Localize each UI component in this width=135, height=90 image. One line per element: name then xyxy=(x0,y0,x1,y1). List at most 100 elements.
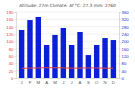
tick-label: 40 xyxy=(122,69,127,74)
tick: M xyxy=(53,78,57,85)
bar xyxy=(102,38,107,78)
tick-mark xyxy=(15,56,17,57)
tick-mark xyxy=(15,71,17,72)
tick: 120 xyxy=(6,32,16,37)
tick-label: A xyxy=(45,80,48,85)
tick: 140 xyxy=(6,25,16,30)
tick-mark xyxy=(15,27,17,28)
tick-label: F xyxy=(29,80,32,85)
tick-label: 200 xyxy=(122,39,130,44)
tick: 200 xyxy=(119,39,129,44)
bar xyxy=(44,45,49,78)
tick-label: 320 xyxy=(122,17,130,22)
tick: M xyxy=(37,78,41,85)
tick-mark xyxy=(119,56,121,57)
tick: 100 xyxy=(6,39,16,44)
tick-label: 60 xyxy=(9,54,14,59)
grid-line xyxy=(16,12,119,13)
tick-label: 280 xyxy=(122,25,130,30)
bar xyxy=(86,55,91,78)
line xyxy=(22,67,114,69)
tick-label: 360 xyxy=(122,10,130,15)
tick: J xyxy=(21,78,23,85)
x-axis: JFMAMJJASOND xyxy=(17,78,120,85)
tick-label: 160 xyxy=(122,47,130,52)
tick: A xyxy=(79,78,82,85)
tick: 40 xyxy=(9,61,16,66)
tick-label: 80 xyxy=(9,47,14,52)
tick: 180 xyxy=(6,10,16,15)
axis-line xyxy=(15,13,17,79)
tick: 240 xyxy=(119,32,129,37)
tick: 120 xyxy=(119,54,129,59)
tick: N xyxy=(103,78,106,85)
tick: 80 xyxy=(119,61,127,66)
grid xyxy=(16,12,119,78)
tick-label: 120 xyxy=(122,54,130,59)
tick: F xyxy=(29,78,32,85)
tick-label: 40 xyxy=(9,61,14,66)
chart: 0 20 40 60 80 100 120 140 160 180 0 40 80 120 160 200 24… xyxy=(0,0,135,90)
tick-label: J xyxy=(62,80,64,85)
bar xyxy=(94,45,99,78)
y2-axis: 0 40 80 120 160 200 240 280 320 360 xyxy=(119,10,129,81)
tick-mark xyxy=(119,12,121,13)
tick-label: 240 xyxy=(122,32,130,37)
axis-line xyxy=(120,13,121,79)
axis-line xyxy=(17,78,120,79)
tick: 20 xyxy=(9,69,16,74)
tick-mark xyxy=(119,41,121,42)
tick-label: M xyxy=(53,80,57,85)
marks xyxy=(19,17,116,78)
tick: 60 xyxy=(9,54,16,59)
tick: 0 xyxy=(11,76,16,81)
tick: J xyxy=(71,78,73,85)
tick-label: A xyxy=(79,80,82,85)
tick-label: J xyxy=(21,80,23,85)
tick-mark xyxy=(15,41,17,42)
tick: S xyxy=(87,78,90,85)
tick: 80 xyxy=(9,47,16,52)
tick-mark xyxy=(15,78,17,79)
tick: 360 xyxy=(119,10,129,15)
bar xyxy=(52,35,57,78)
tick: 40 xyxy=(119,69,127,74)
grid-line xyxy=(16,19,119,20)
tick: A xyxy=(45,78,48,85)
bar xyxy=(19,30,24,78)
tick-label: 180 xyxy=(6,10,14,15)
tick-mark xyxy=(119,34,121,35)
tick: 160 xyxy=(6,17,16,22)
tick-mark xyxy=(119,63,121,64)
tick: 320 xyxy=(119,17,129,22)
tick-label: S xyxy=(87,80,90,85)
bar xyxy=(111,40,116,78)
tick-label: 0 xyxy=(11,76,14,81)
tick-mark xyxy=(119,71,121,72)
tick-label: 160 xyxy=(6,17,14,22)
tick: D xyxy=(112,78,115,85)
tick-label: 0 xyxy=(122,76,125,81)
tick-label: 80 xyxy=(122,61,127,66)
title: Altitude: 27m Climate: Af °C: 27.3 mm: 2… xyxy=(19,3,116,8)
y-axis: 0 20 40 60 80 100 120 140 160 180 xyxy=(6,10,16,81)
tick-mark xyxy=(15,12,17,13)
bar xyxy=(77,32,82,78)
tick-label: N xyxy=(103,80,106,85)
tick-mark xyxy=(119,19,121,20)
tick: 160 xyxy=(119,47,129,52)
tick-mark xyxy=(119,27,121,28)
bar xyxy=(61,28,66,78)
tick-label: D xyxy=(112,80,115,85)
tick: O xyxy=(95,78,99,85)
tick-mark xyxy=(15,34,17,35)
tick-label: 20 xyxy=(9,69,14,74)
plot: 0 20 40 60 80 100 120 140 160 180 0 40 80 120 160 200 24… xyxy=(6,10,129,85)
bar xyxy=(36,17,41,78)
bar xyxy=(69,45,74,78)
tick: 0 xyxy=(119,76,125,81)
tick-mark xyxy=(15,63,17,64)
tick: 280 xyxy=(119,25,129,30)
tick-mark xyxy=(15,19,17,20)
tick-label: J xyxy=(71,80,73,85)
